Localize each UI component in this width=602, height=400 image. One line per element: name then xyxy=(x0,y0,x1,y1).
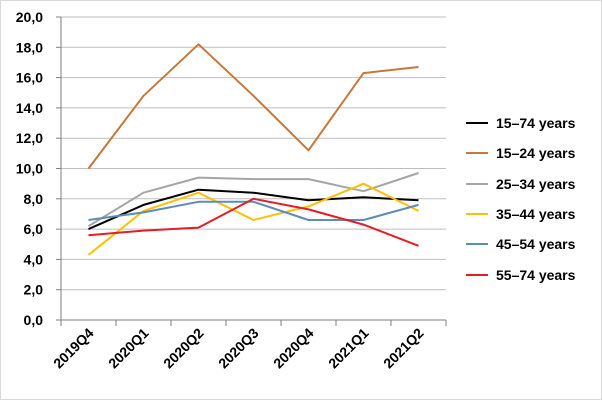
x-tick-label: 2020Q3 xyxy=(215,325,262,372)
y-axis-ticks: 0,0 2,0 4,0 6,0 8,0 10,0 12,0 14,0 16,0 18,0 20,0 xyxy=(16,9,61,328)
x-tick-label: 2019Q4 xyxy=(50,325,97,372)
legend-swatch xyxy=(466,182,488,185)
x-axis-ticks: 2019Q4 2020Q1 2020Q2 2020Q3 2020Q4 2021Q1 2021… xyxy=(50,320,447,372)
y-tick-label: 0,0 xyxy=(24,312,44,328)
legend-swatch xyxy=(466,122,488,125)
x-tick-label: 2020Q4 xyxy=(270,325,317,372)
y-tick-label: 14,0 xyxy=(16,100,43,116)
legend-item: 15–74 years xyxy=(466,108,602,138)
series-line xyxy=(88,200,419,221)
series-line xyxy=(88,188,419,231)
legend-label: 55–74 years xyxy=(496,266,576,283)
legend-item: 55–74 years xyxy=(466,259,602,289)
y-tick-label: 12,0 xyxy=(16,130,43,146)
y-tick-label: 8,0 xyxy=(24,191,44,207)
y-tick-label: 18,0 xyxy=(16,39,43,55)
y-tick-label: 10,0 xyxy=(16,161,43,177)
series-lines xyxy=(87,43,419,256)
legend-item: 35–44 years xyxy=(466,199,602,229)
legend-label: 25–34 years xyxy=(496,175,576,192)
series-line xyxy=(87,172,419,227)
legend-label: 15–74 years xyxy=(496,115,576,132)
legend-label: 45–54 years xyxy=(496,236,576,253)
series-line xyxy=(87,43,419,170)
y-tick-label: 20,0 xyxy=(16,9,43,25)
x-tick-label: 2021Q1 xyxy=(325,325,372,372)
x-tick-label: 2020Q2 xyxy=(160,325,207,372)
legend-item: 15–24 years xyxy=(466,138,602,168)
series-line xyxy=(88,197,419,247)
legend-item: 45–54 years xyxy=(466,229,602,259)
legend-swatch xyxy=(466,213,488,216)
legend-swatch xyxy=(466,152,488,155)
legend: 15–74 years 15–24 years 25–34 years 35–44 y… xyxy=(466,108,602,290)
legend-swatch xyxy=(466,273,488,276)
y-tick-label: 16,0 xyxy=(16,70,43,86)
x-tick-label: 2021Q2 xyxy=(380,325,427,372)
gridlines xyxy=(61,16,446,321)
legend-swatch xyxy=(466,243,488,246)
series-line xyxy=(87,182,419,256)
legend-label: 35–44 years xyxy=(496,206,576,223)
legend-label: 15–24 years xyxy=(496,145,576,162)
y-tick-label: 4,0 xyxy=(24,251,44,267)
legend-item: 25–34 years xyxy=(466,169,602,199)
y-tick-label: 2,0 xyxy=(24,282,44,298)
x-tick-label: 2020Q1 xyxy=(105,325,152,372)
y-tick-label: 6,0 xyxy=(24,221,44,237)
